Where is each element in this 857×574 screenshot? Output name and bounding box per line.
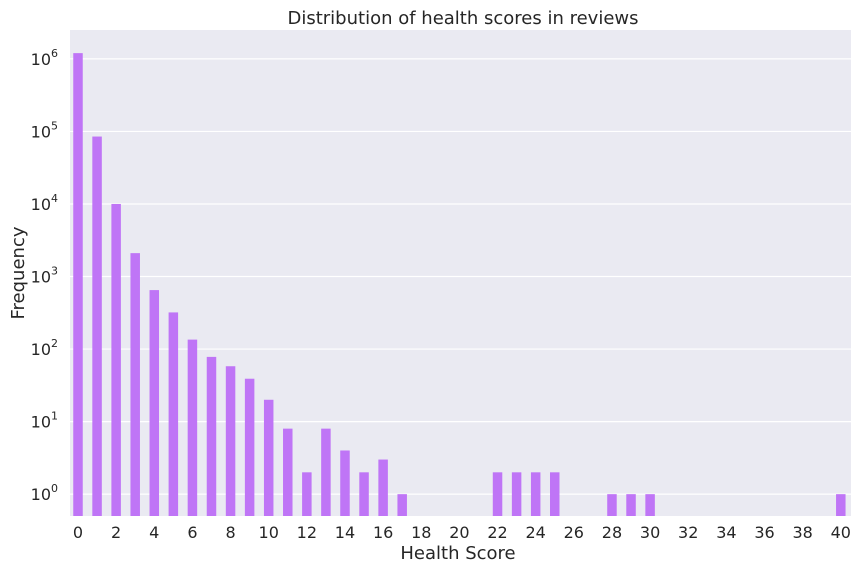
x-tick-label: 6 (187, 523, 197, 542)
bar-health-score-13 (321, 428, 331, 516)
bar-health-score-25 (550, 472, 560, 516)
x-tick-label: 34 (716, 523, 736, 542)
bar-health-score-15 (359, 472, 369, 516)
bar-health-score-30 (645, 494, 655, 516)
bar-health-score-40 (836, 494, 846, 516)
x-tick-label: 16 (373, 523, 393, 542)
y-tick-label: 102 (31, 337, 58, 359)
x-tick-label: 30 (640, 523, 660, 542)
bar-health-score-4 (149, 290, 160, 516)
x-tick-label: 18 (411, 523, 431, 542)
bar-health-score-8 (225, 366, 236, 516)
bar-health-score-24 (530, 472, 541, 516)
x-axis-label: Health Score (400, 543, 515, 564)
x-tick-label: 36 (754, 523, 774, 542)
bar-health-score-23 (511, 472, 522, 516)
x-tick-label: 14 (335, 523, 355, 542)
bar-health-score-9 (244, 378, 255, 516)
bar-health-score-1 (92, 136, 102, 517)
y-tick-label: 101 (31, 410, 58, 432)
x-tick-label: 0 (73, 523, 83, 542)
bar-health-score-28 (607, 494, 617, 516)
bar-health-score-14 (340, 450, 350, 516)
x-tick-label: 40 (831, 523, 851, 542)
bar-health-score-17 (397, 494, 407, 516)
plot-area (70, 30, 851, 516)
x-tick-label: 26 (564, 523, 584, 542)
bar-health-score-0 (73, 53, 83, 516)
y-tick-label: 103 (31, 265, 58, 287)
y-tick-labels: 100 101 102 103 104 105 106 (31, 47, 58, 504)
x-tick-label: 24 (526, 523, 546, 542)
bar-health-score-2 (111, 203, 121, 517)
x-tick-label: 22 (487, 523, 507, 542)
y-tick-label: 105 (31, 119, 58, 141)
bar-health-score-5 (168, 312, 179, 516)
y-tick-label: 104 (31, 192, 58, 214)
x-tick-label: 12 (297, 523, 317, 542)
bar-health-score-10 (263, 399, 274, 516)
y-axis-label: Frequency (8, 226, 29, 319)
y-tick-label: 100 (31, 482, 58, 504)
x-tick-label: 32 (678, 523, 698, 542)
gridlines (70, 58, 851, 495)
bar-health-score-6 (187, 339, 198, 516)
bar-health-score-11 (283, 428, 293, 516)
bar-health-score-29 (626, 494, 636, 516)
x-tick-label: 10 (259, 523, 279, 542)
bar-health-score-3 (130, 253, 140, 516)
x-tick-label: 20 (449, 523, 469, 542)
bar-health-score-7 (206, 356, 217, 516)
y-tick-label: 106 (31, 47, 58, 69)
bar-health-score-22 (492, 472, 503, 516)
bar-health-score-16 (378, 459, 388, 516)
x-tick-label: 28 (602, 523, 622, 542)
x-tick-label: 8 (225, 523, 235, 542)
bar-health-score-12 (302, 472, 312, 516)
x-tick-labels: 0 2 4 6 8 10 12 14 16 18 20 22 24 26 28 30 32 34 36 38 40 (73, 523, 851, 542)
x-tick-label: 2 (111, 523, 121, 542)
x-tick-label: 4 (149, 523, 159, 542)
chart-title: Distribution of health scores in reviews (287, 8, 638, 29)
x-tick-label: 38 (792, 523, 812, 542)
bars (73, 53, 846, 517)
